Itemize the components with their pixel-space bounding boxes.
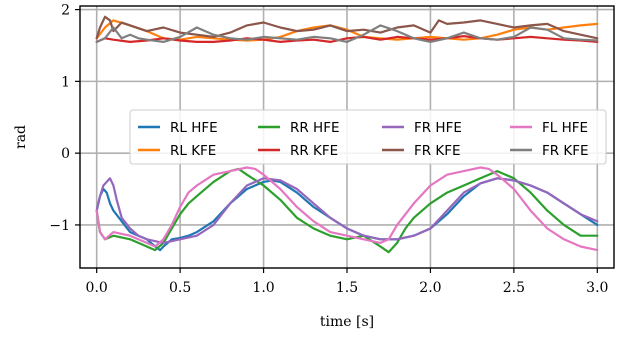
- legend-label: RL HFE: [170, 120, 218, 136]
- x-tick-label: 2.0: [419, 280, 441, 296]
- x-tick-label: 0.5: [169, 280, 191, 296]
- legend: RL HFE RL KFE RR HFE RR KFE FR HFE FR KFE FL H…: [129, 109, 607, 165]
- legend-label: RR HFE: [290, 120, 340, 136]
- y-axis-label: rad: [13, 125, 29, 149]
- y-tick-label: 0: [61, 146, 70, 162]
- y-tick-label: 1: [61, 74, 70, 90]
- series-line-5: [95, 15, 599, 40]
- x-tick-label: 1.0: [252, 280, 274, 296]
- legend-label: RR KFE: [290, 143, 338, 159]
- legend-label: FR HFE: [414, 120, 462, 136]
- ticks: 0.0 0.5 1.0 1.5 2.0 2.5 3.0 −1 0 1 2: [49, 3, 608, 296]
- series-line-4: [95, 177, 599, 244]
- x-tick-label: 2.5: [503, 280, 525, 296]
- x-tick-label: 1.5: [336, 280, 358, 296]
- x-axis-label: time [s]: [320, 314, 374, 330]
- y-tick-label: −1: [49, 218, 70, 234]
- y-tick-label: 2: [61, 3, 70, 19]
- legend-label: RL KFE: [170, 143, 216, 159]
- legend-label: FR KFE: [414, 143, 461, 159]
- series-line-2: [95, 167, 599, 254]
- x-tick-label: 3.0: [586, 280, 608, 296]
- legend-label: FR KFE: [542, 143, 589, 159]
- legend-label: FL HFE: [542, 120, 588, 136]
- series-line-6: [95, 166, 599, 252]
- legend-box: [129, 109, 607, 165]
- series-lines: [95, 15, 599, 254]
- series-line-7: [95, 24, 599, 44]
- x-tick-label: 0.0: [86, 280, 108, 296]
